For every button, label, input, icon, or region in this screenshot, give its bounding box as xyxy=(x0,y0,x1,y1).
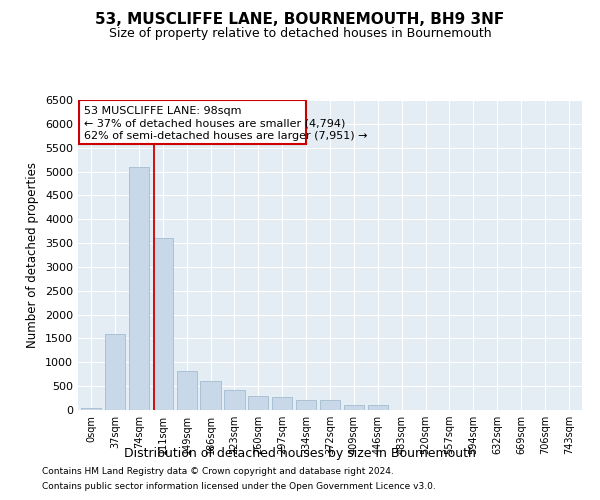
Bar xyxy=(176,371,197,410)
Bar xyxy=(296,400,316,410)
Bar xyxy=(344,404,364,410)
Text: ← 37% of detached houses are smaller (4,794): ← 37% of detached houses are smaller (4,… xyxy=(84,118,346,128)
Text: 62% of semi-detached houses are larger (7,951) →: 62% of semi-detached houses are larger (… xyxy=(84,131,367,141)
Bar xyxy=(248,396,268,410)
Text: 53 MUSCLIFFE LANE: 98sqm: 53 MUSCLIFFE LANE: 98sqm xyxy=(84,106,241,116)
Text: Distribution of detached houses by size in Bournemouth: Distribution of detached houses by size … xyxy=(124,448,476,460)
Bar xyxy=(105,334,125,410)
Bar xyxy=(81,408,101,410)
Text: Contains HM Land Registry data © Crown copyright and database right 2024.: Contains HM Land Registry data © Crown c… xyxy=(42,467,394,476)
Bar xyxy=(152,238,173,410)
Bar xyxy=(224,390,245,410)
Bar xyxy=(320,400,340,410)
Y-axis label: Number of detached properties: Number of detached properties xyxy=(26,162,40,348)
Bar xyxy=(129,167,149,410)
Text: Contains public sector information licensed under the Open Government Licence v3: Contains public sector information licen… xyxy=(42,482,436,491)
FancyBboxPatch shape xyxy=(79,100,306,144)
Text: 53, MUSCLIFFE LANE, BOURNEMOUTH, BH9 3NF: 53, MUSCLIFFE LANE, BOURNEMOUTH, BH9 3NF xyxy=(95,12,505,28)
Bar xyxy=(200,381,221,410)
Bar xyxy=(272,398,292,410)
Bar xyxy=(368,406,388,410)
Text: Size of property relative to detached houses in Bournemouth: Size of property relative to detached ho… xyxy=(109,28,491,40)
